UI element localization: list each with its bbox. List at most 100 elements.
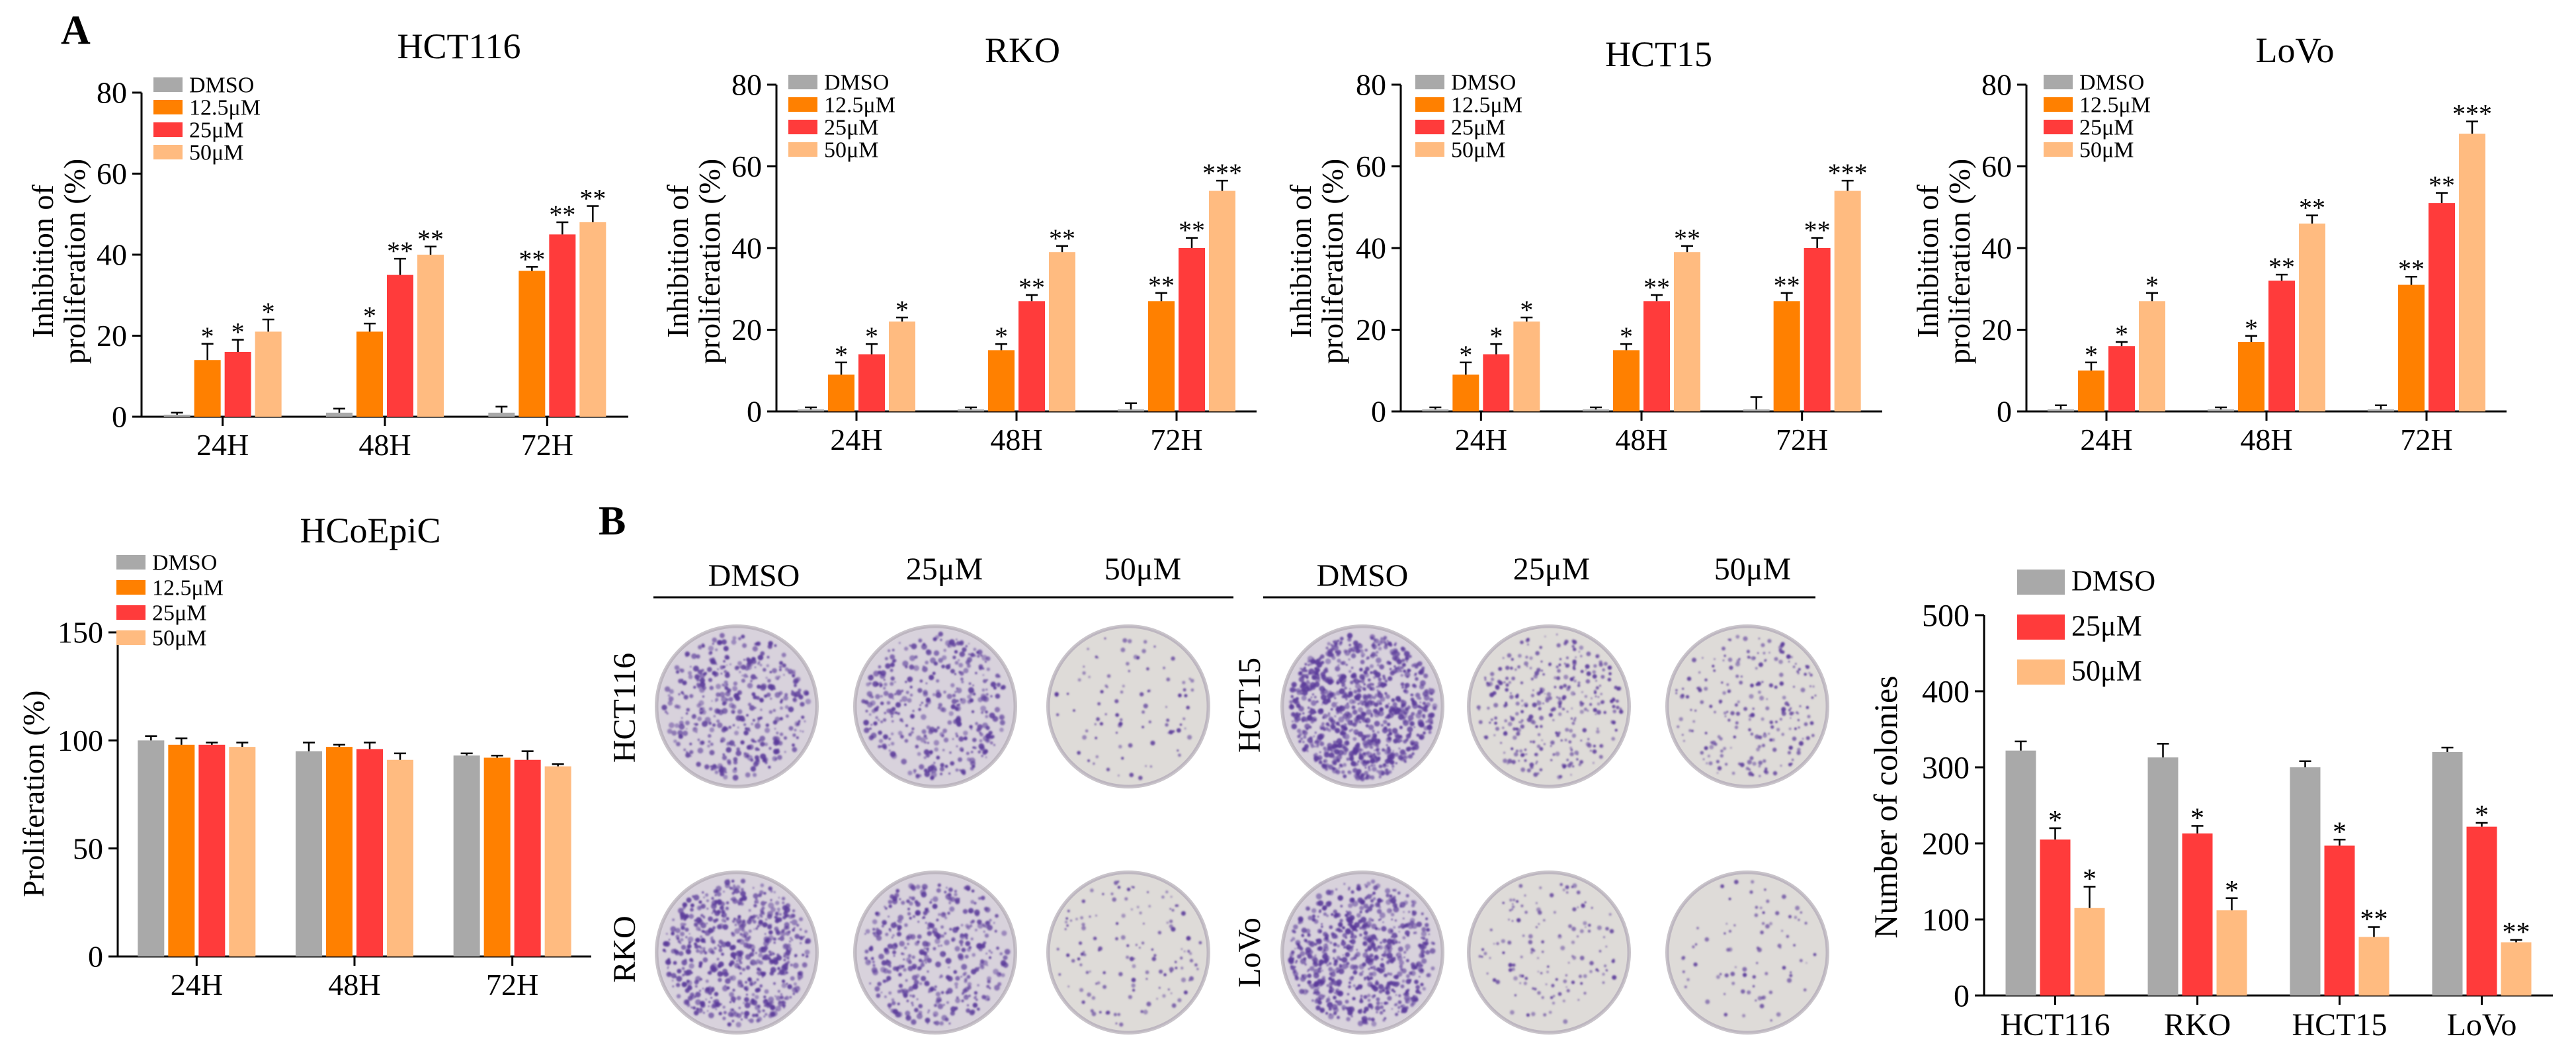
colony-left-col-25um: 25μM [906,552,983,587]
colonies [1289,632,1438,782]
significance-mark: * [2048,806,2062,836]
legend-swatch [153,100,183,114]
legend-swatch [2044,75,2073,89]
legend-swatch [116,555,145,570]
legend-swatch [116,580,145,595]
bar-dmso [488,412,515,417]
significance-mark: ** [1774,271,1800,300]
bar-125m [2238,342,2264,411]
significance-mark: * [2225,876,2239,906]
y-tick-label: 500 [1922,598,1970,633]
plate-surface [1668,873,1827,1032]
plate-edge [1468,872,1630,1033]
plate-rko-dmso [655,870,819,1035]
legend-label: DMSO [1451,70,1516,95]
y-axis-label: Inhibition of [1284,185,1317,338]
legend-swatch [788,97,817,112]
colonies [1476,634,1624,780]
bar-50m [255,331,282,417]
bar-25m [1179,248,1205,411]
bar-dmso [958,409,984,411]
colonies [1681,880,1817,1022]
plate-surface [1668,627,1827,786]
bar-dmso [1118,409,1144,411]
legend-label: 12.5μM [824,93,895,117]
significance-mark: * [895,295,909,325]
bar-125m [519,271,546,417]
x-tick-label: HCT116 [2000,1007,2110,1042]
bar-50m [1049,252,1075,411]
legend-swatch [1415,120,1444,134]
y-tick-label: 20 [97,319,127,353]
chart-title: LoVo [2255,30,2334,70]
legend-label: 25μM [2071,609,2142,642]
y-tick-label: 60 [1356,149,1386,183]
plate-lovo-25um [1467,870,1631,1035]
y-tick-label: 0 [1954,978,1970,1013]
legend-label: DMSO [2071,564,2155,597]
plate-hct116-25um [853,624,1017,788]
y-tick-label: 0 [1371,395,1386,429]
bar-dmso [2290,767,2321,996]
colony-left-row-rko: RKO [607,915,642,982]
plate-edge [1282,872,1443,1033]
y-tick-label: 300 [1922,750,1970,785]
bar-50m [579,222,606,417]
significance-mark: ** [519,244,545,274]
plate-lovo-50um [1665,870,1829,1035]
bar-25m [1018,301,1045,411]
x-tick-label: 72H [486,968,538,1001]
bar-25m [514,759,541,956]
legend-label: 12.5μM [2079,93,2151,117]
significance-mark: ** [1674,224,1700,253]
plate-surface [856,627,1015,786]
legend-label: 25μM [189,118,243,142]
colony-right-row-lovo: LoVo [1232,917,1267,988]
bar-125m [2398,284,2425,411]
bar-dmso [1743,409,1770,411]
legend-label: 12.5μM [1451,93,1522,117]
y-tick-label: 0 [112,400,127,434]
x-tick-label: HCT15 [2292,1007,2388,1042]
significance-mark: * [865,321,878,351]
panel-label-a: A [61,8,91,53]
x-tick-label: 48H [1615,423,1667,456]
plate-hct15-dmso [1280,624,1444,788]
significance-mark: * [2475,800,2489,831]
y-axis-label: proliferation (%) [692,159,726,364]
y-tick-label: 20 [1981,313,2012,347]
legend-swatch [788,75,817,89]
bar-50m [1513,321,1540,411]
bar-125m [2078,370,2104,411]
bar-dmso [453,755,480,956]
significance-mark: * [262,297,275,327]
bar-25m [2429,203,2455,411]
bar-125m [1148,301,1175,411]
legend-label: 12.5μM [152,575,224,600]
significance-mark: ** [2429,171,2455,200]
legend-swatch [2044,142,2073,157]
significance-mark: ** [387,236,413,266]
bar-50m [2459,134,2485,411]
significance-mark: * [2190,804,2204,834]
y-tick-label: 60 [97,157,127,191]
significance-mark: ** [2360,905,2388,935]
chart-title: RKO [985,30,1060,70]
significance-mark: * [1489,321,1503,351]
colony-left-col-50um: 50μM [1104,552,1181,587]
bar-25m [2466,826,2497,996]
x-tick-label: 72H [2400,423,2452,456]
bar-25m [2040,839,2071,996]
bar-50m [1674,252,1700,411]
colonies [1056,880,1202,1027]
significance-mark: * [1520,295,1533,325]
plate-edge [1667,872,1828,1033]
y-tick-label: 80 [1981,68,2012,102]
y-axis-label: Inhibition of [661,185,694,338]
bar-dmso [1583,409,1609,411]
y-tick-label: 20 [1356,313,1386,347]
plate-edge [1468,626,1630,787]
